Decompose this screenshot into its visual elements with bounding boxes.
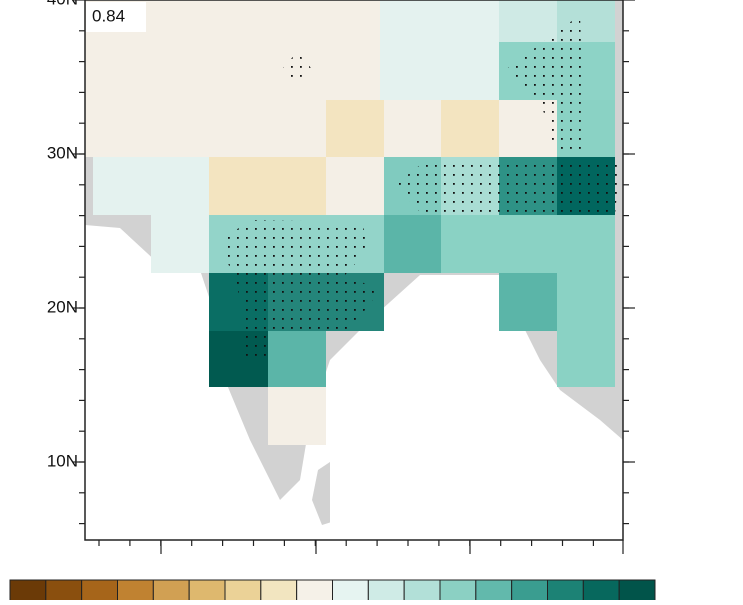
ticks: 40N 30N 20N 10N [47, 0, 635, 554]
map-frame [84, 0, 624, 541]
colorbar-box [618, 579, 656, 603]
colorbar-box [547, 579, 584, 603]
inset-box [86, 2, 146, 32]
significance-stippling [222, 15, 620, 360]
colorbar-box [9, 579, 47, 603]
colorbar-box [403, 579, 441, 603]
lat-label: 40N [47, 0, 78, 8]
colorbar-box [439, 579, 477, 603]
colorbar-box [260, 579, 298, 603]
colorbar-box [296, 579, 333, 603]
colorbar-box [511, 579, 548, 603]
colorbar [9, 579, 656, 603]
inset-label: 0.84 [92, 6, 125, 25]
map-area [85, 0, 623, 540]
lat-label: 30N [47, 143, 78, 162]
colorbar-box [224, 579, 262, 603]
colorbar-box [582, 579, 620, 603]
colorbar-box [45, 579, 83, 603]
lat-label: 20N [47, 297, 78, 316]
sea [330, 290, 610, 540]
colorbar-box [81, 579, 118, 603]
colorbar-box [332, 579, 369, 603]
colorbar-box [152, 579, 190, 603]
colorbar-box [475, 579, 513, 603]
colorbar-box [117, 579, 154, 603]
colorbar-box [188, 579, 226, 603]
colorbar-box [367, 579, 405, 603]
lat-label: 10N [47, 451, 78, 470]
